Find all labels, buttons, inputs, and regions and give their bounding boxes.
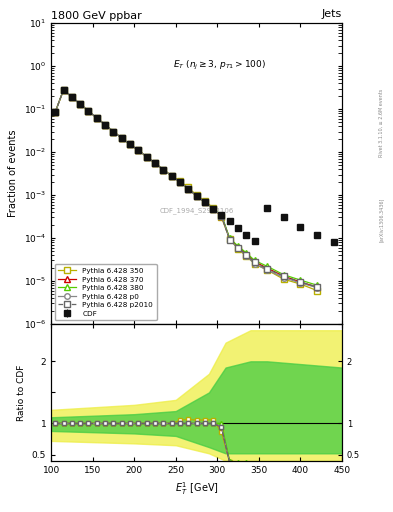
Text: 1800 GeV ppbar: 1800 GeV ppbar bbox=[51, 11, 142, 21]
Text: Jets: Jets bbox=[321, 9, 342, 18]
Y-axis label: Ratio to CDF: Ratio to CDF bbox=[17, 364, 26, 420]
Text: $E_T$ ($n_j \geq 3$, $p_{T1}>100$): $E_T$ ($n_j \geq 3$, $p_{T1}>100$) bbox=[173, 59, 266, 72]
Text: CDF_1994_S2952106: CDF_1994_S2952106 bbox=[159, 208, 234, 215]
Text: Rivet 3.1.10, ≥ 2.6M events: Rivet 3.1.10, ≥ 2.6M events bbox=[379, 89, 384, 157]
X-axis label: $E^1_T$ [GeV]: $E^1_T$ [GeV] bbox=[174, 480, 219, 497]
Text: [arXiv:1306.3436]: [arXiv:1306.3436] bbox=[379, 198, 384, 242]
Legend: Pythia 6.428 350, Pythia 6.428 370, Pythia 6.428 380, Pythia 6.428 p0, Pythia 6.: Pythia 6.428 350, Pythia 6.428 370, Pyth… bbox=[55, 264, 156, 321]
Y-axis label: Fraction of events: Fraction of events bbox=[8, 130, 18, 217]
